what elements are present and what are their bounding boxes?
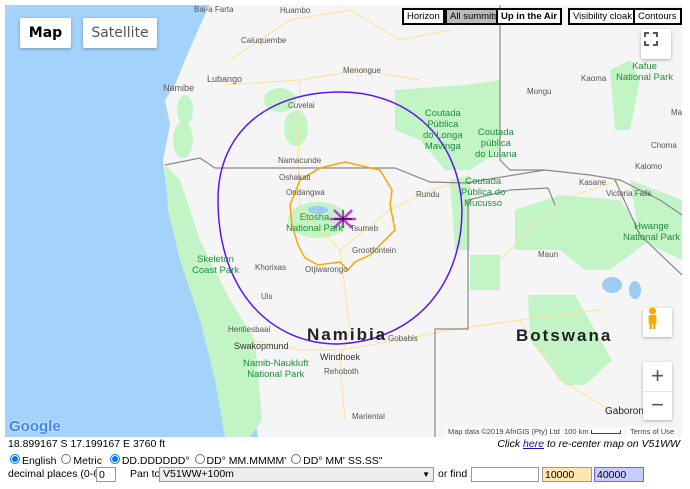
city-label: Gaborone <box>605 406 650 417</box>
controls-row: decimal places (0-6) Pan to V51WW+100m▼ … <box>8 467 680 485</box>
city-label: Victoria Falls <box>606 189 652 198</box>
park-label: Etosha National Park <box>286 212 344 234</box>
city-label: Grootfontein <box>352 246 397 255</box>
country-label: Botswana <box>516 326 613 345</box>
map-graphics <box>5 5 682 437</box>
city-label: Otjiwarongo <box>305 265 348 274</box>
units-metric-radio[interactable]: Metric <box>59 454 102 467</box>
pegman-button[interactable] <box>643 307 672 337</box>
city-label: Hentiesbaai <box>228 325 271 334</box>
find-input[interactable] <box>471 467 539 482</box>
city-label: Kasane <box>579 178 607 187</box>
all-summits-button[interactable]: All summits <box>445 8 504 25</box>
decimal-places-input[interactable] <box>96 467 116 482</box>
park-label: Coutada Pública do Longa Mavinga <box>423 108 463 152</box>
park-areas <box>165 60 682 437</box>
city-label: Mariental <box>352 412 385 421</box>
city-label: Maun <box>538 250 559 259</box>
roads <box>224 9 621 421</box>
city-label: Khorixas <box>255 263 287 272</box>
city-label: Tsumeb <box>350 224 379 233</box>
city-label: Huambo <box>280 6 311 15</box>
pan-to-label: Pan to <box>130 468 161 480</box>
borders <box>164 5 682 437</box>
city-label: Lubango <box>207 74 243 84</box>
google-logo: Google <box>9 418 61 435</box>
park-label: Namib-Naukluft National Park <box>243 358 309 380</box>
chevron-down-icon: ▼ <box>422 470 430 479</box>
city-label: Uis <box>261 292 273 301</box>
city-label: Namacunde <box>278 156 322 165</box>
map-data-attribution: Map data ©2019 AfriGIS (Pty) Ltd <box>445 427 563 437</box>
city-label: Rundu <box>416 190 440 199</box>
status-row: 18.899167 S 17.199167 E 3760 ft Click he… <box>8 438 680 450</box>
terms-of-use-link[interactable]: Terms of Use <box>627 427 678 437</box>
park-label: Coutada Pública do Mucusso <box>461 176 506 209</box>
city-label: Caluquembe <box>241 36 287 45</box>
city-label: Namibe <box>163 83 195 93</box>
city-label: Kalomo <box>635 162 663 171</box>
map-canvas[interactable]: Bai-a Farta Huambo Caluquembe Lubango Na… <box>5 5 682 437</box>
options-row: English Metric DD.DDDDDD° DD° MM.MMMM' D… <box>8 454 680 467</box>
city-label: Choma <box>651 141 677 150</box>
map-type-satellite-button[interactable]: Satellite <box>83 18 157 48</box>
visibility-cloak-button[interactable]: Visibility cloak <box>568 8 637 25</box>
scale-bar: 100 km <box>561 427 624 437</box>
coordinate-readout: 18.899167 S 17.199167 E 3760 ft <box>8 438 166 450</box>
range-inner-boundary <box>289 161 396 272</box>
pegman-icon <box>648 307 657 329</box>
recenter-text: Click here to re-center map on V51WW <box>497 438 680 450</box>
format-dd-radio[interactable]: DD.DDDDDD° <box>108 454 190 467</box>
city-label: Gobabis <box>388 334 418 343</box>
zoom-controls: + − <box>643 362 672 420</box>
zoom-out-button[interactable]: − <box>651 392 664 417</box>
fullscreen-icon <box>644 32 658 46</box>
park-label: Coutada pública do Luiana <box>475 127 517 160</box>
city-label: Mongu <box>527 87 552 96</box>
contours-button[interactable]: Contours <box>633 8 682 25</box>
map-type-map-button[interactable]: Map <box>20 18 71 48</box>
city-label: Ondangwa <box>286 188 325 197</box>
pan-to-select[interactable]: V51WW+100m ▼ <box>159 467 434 482</box>
park-label: Skeleton Coast Park <box>192 254 239 276</box>
units-english-radio[interactable]: English <box>8 454 56 467</box>
city-label: Cuvelai <box>288 101 315 110</box>
decimal-places-label: decimal places (0-6) <box>8 468 103 480</box>
city-label: Oshakati <box>279 173 311 182</box>
park-label: Hwange National Park <box>623 221 681 243</box>
up-in-the-air-button[interactable]: Up in the Air <box>496 8 563 25</box>
city-label: Bai-a Farta <box>194 5 234 14</box>
find-label: or find <box>438 468 468 480</box>
format-ddmmss-radio[interactable]: DD° MM' SS.SS" <box>289 454 382 467</box>
format-ddmm-radio[interactable]: DD° MM.MMMM' <box>193 454 286 467</box>
range-outer-boundary <box>217 91 463 345</box>
fullscreen-button[interactable] <box>641 29 671 59</box>
range-outer-input[interactable] <box>594 467 644 482</box>
range-inner-input[interactable] <box>542 467 592 482</box>
city-label: Swakopmund <box>234 341 289 351</box>
recenter-link[interactable]: here <box>523 438 545 450</box>
city-label: Ma <box>671 108 682 117</box>
ocean <box>5 5 258 437</box>
park-label: Kafue National Park <box>616 61 674 83</box>
city-label: Rehoboth <box>324 367 359 376</box>
country-label: Namibia <box>307 325 388 344</box>
zoom-in-button[interactable]: + <box>643 362 672 392</box>
horizon-button[interactable]: Horizon <box>402 8 445 25</box>
city-label: Windhoek <box>320 352 361 362</box>
city-label: Menongue <box>343 66 381 75</box>
city-label: Kaoma <box>581 74 607 83</box>
